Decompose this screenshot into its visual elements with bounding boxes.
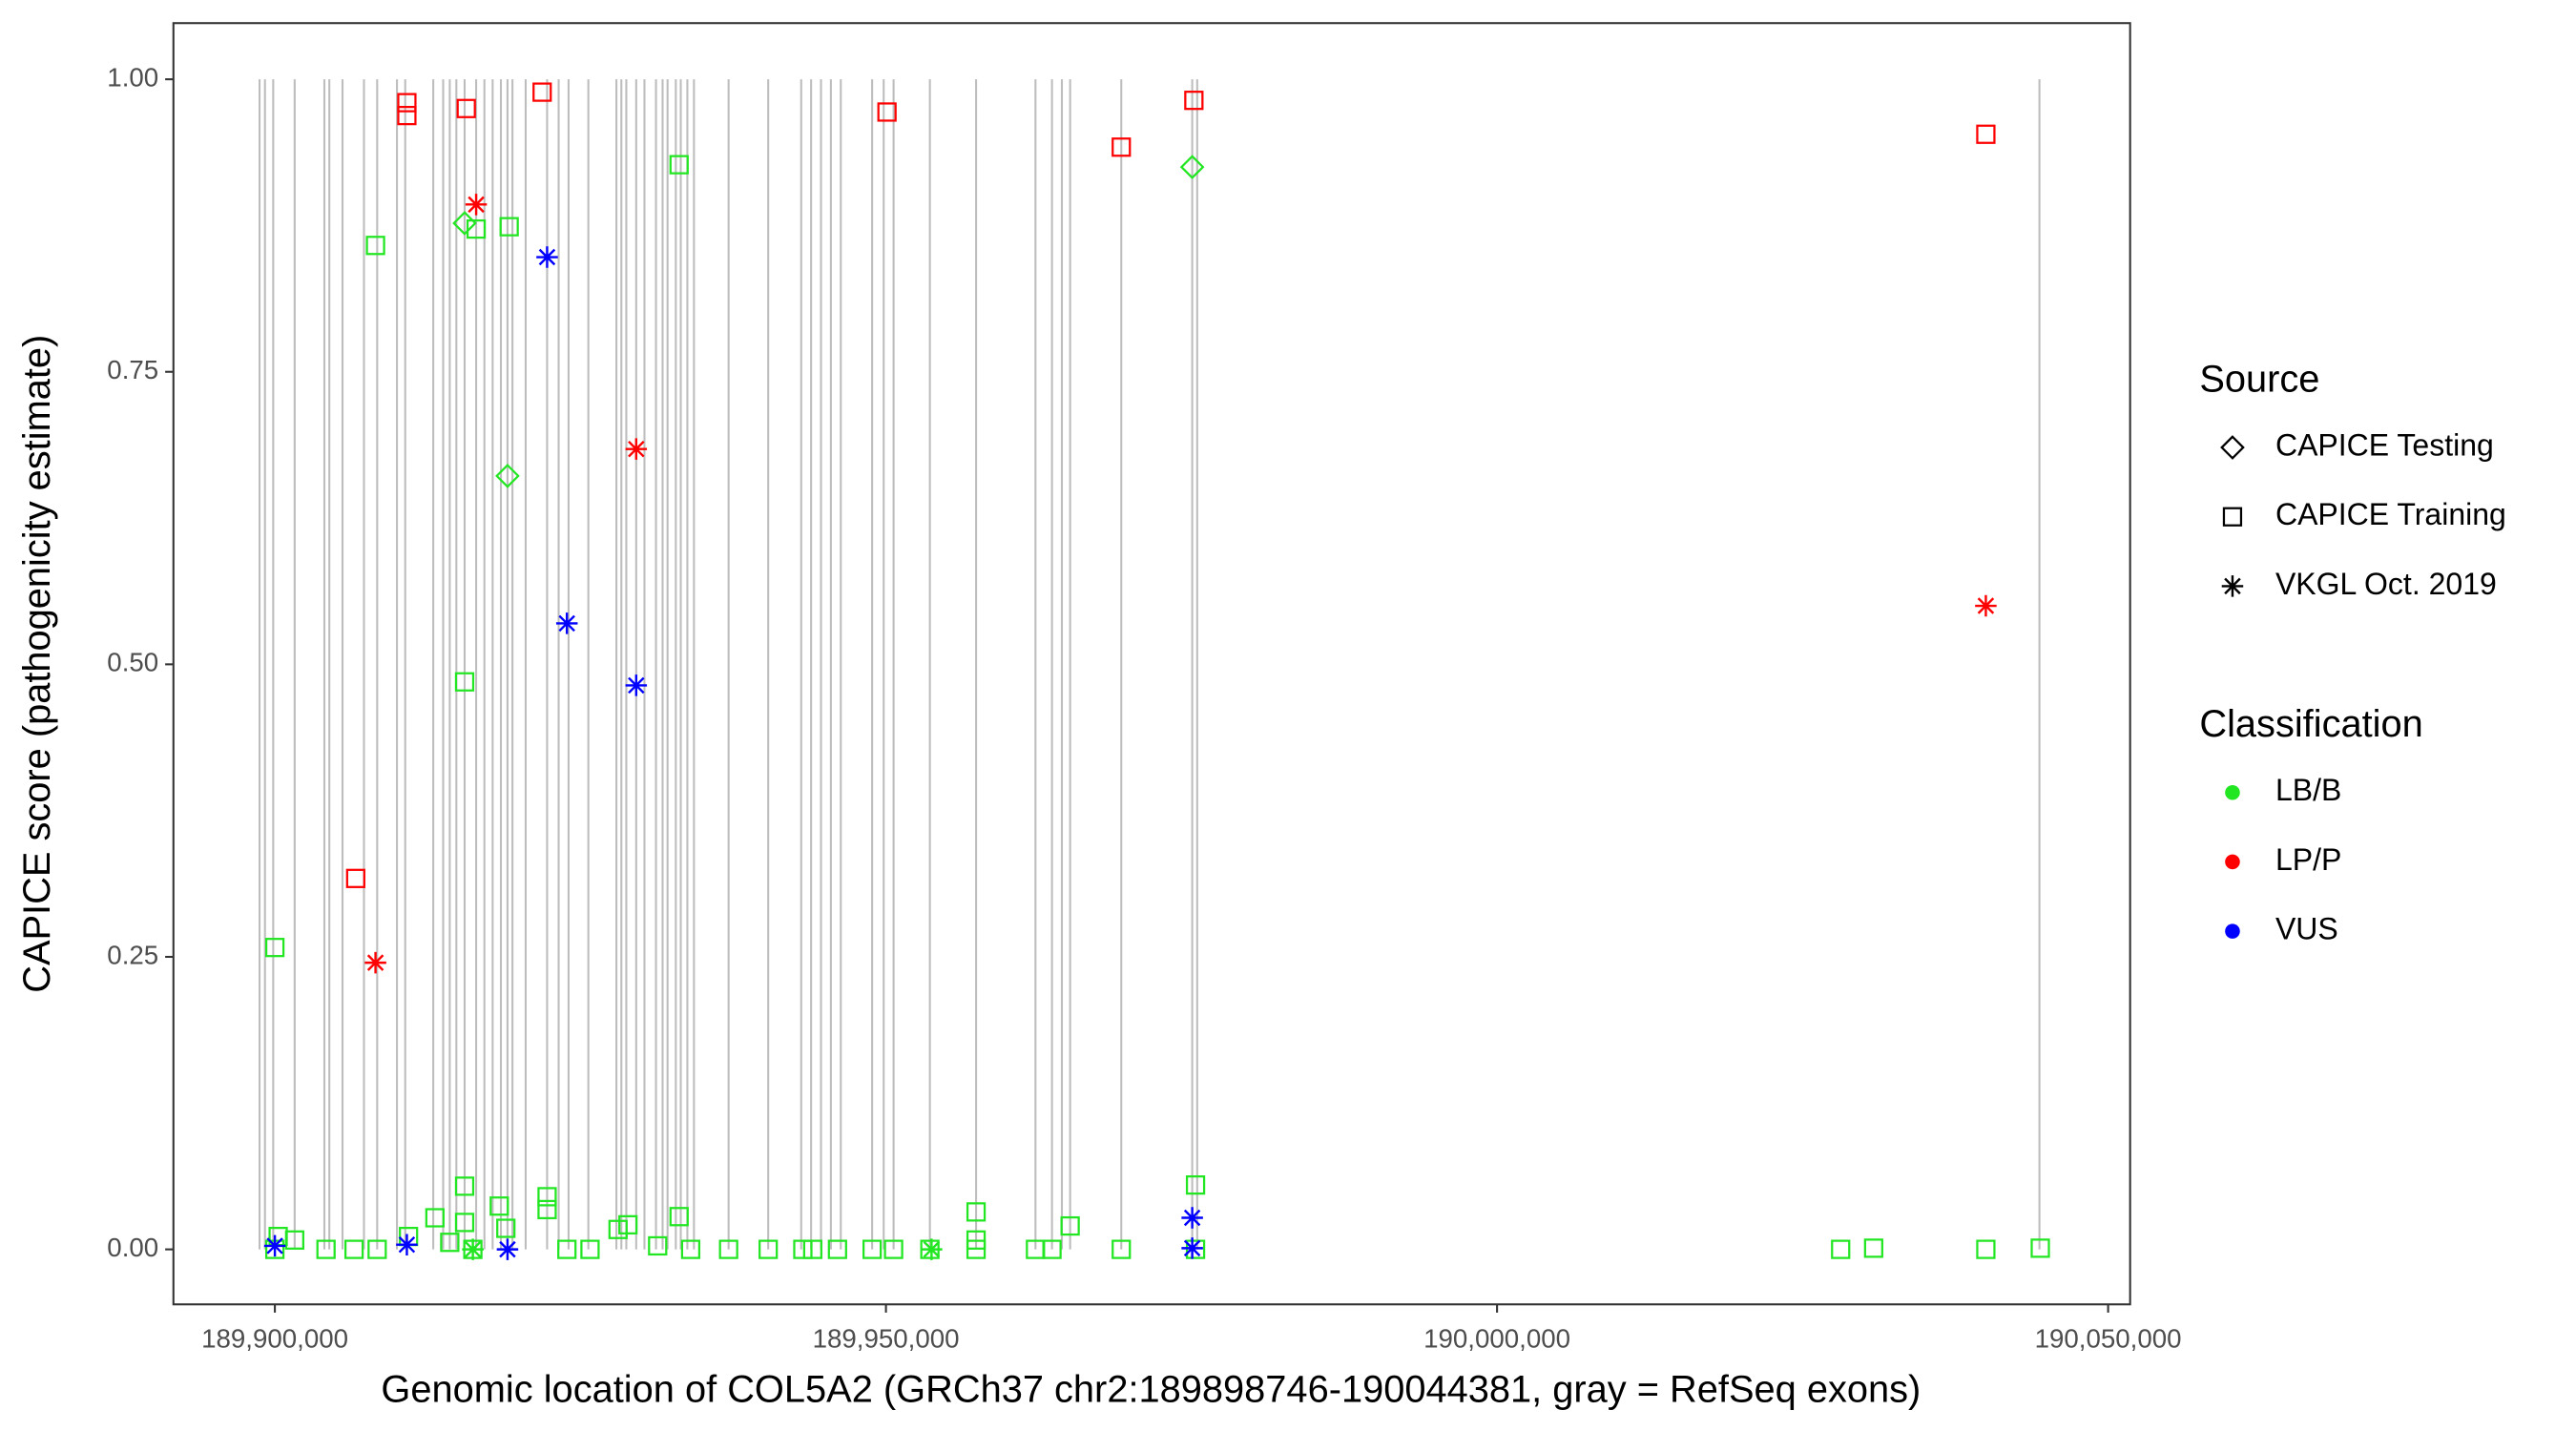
point <box>625 438 648 460</box>
point <box>536 246 558 268</box>
point <box>462 1238 484 1260</box>
legend-label: CAPICE Testing <box>2275 427 2494 462</box>
point <box>345 868 365 888</box>
point <box>284 1230 304 1250</box>
legend-key <box>2225 854 2240 870</box>
point <box>1185 1175 1206 1195</box>
x-tick-label: 189,950,000 <box>813 1324 960 1354</box>
point <box>718 1239 738 1259</box>
legend-label: VUS <box>2275 912 2338 946</box>
point <box>264 938 285 958</box>
point <box>454 1213 475 1233</box>
point <box>537 1187 557 1207</box>
legend-label: CAPICE Training <box>2275 497 2506 531</box>
point <box>883 1239 904 1259</box>
point <box>495 464 520 488</box>
point <box>263 1234 286 1257</box>
point <box>532 82 552 102</box>
point <box>877 102 897 122</box>
point <box>827 1239 847 1259</box>
point <box>343 1239 364 1259</box>
point <box>618 1214 638 1234</box>
exon-lines <box>258 79 2041 1250</box>
point <box>1060 1215 1080 1236</box>
point <box>1976 1239 1996 1259</box>
point <box>966 1239 987 1259</box>
point <box>1111 137 1132 157</box>
point <box>1831 1239 1851 1259</box>
legend-key <box>2221 575 2244 597</box>
point <box>1181 1207 1203 1229</box>
y-tick-label: 1.00 <box>107 62 158 92</box>
point <box>608 1219 628 1239</box>
point <box>921 1238 943 1260</box>
point <box>440 1233 460 1253</box>
point <box>316 1239 336 1259</box>
y-tick-label: 0.50 <box>107 648 158 677</box>
point <box>1184 91 1204 111</box>
point <box>1863 1238 1883 1258</box>
point <box>862 1239 883 1259</box>
point <box>397 105 417 126</box>
legend-key <box>2222 507 2243 527</box>
point <box>367 1239 387 1259</box>
legend-label: LB/B <box>2275 773 2341 807</box>
legend-title: Classification <box>2199 703 2422 745</box>
point <box>466 218 487 239</box>
point <box>425 1208 445 1228</box>
point <box>456 98 476 118</box>
point <box>1111 1239 1132 1259</box>
point <box>537 1199 557 1220</box>
point <box>669 155 689 175</box>
legend-label: LP/P <box>2275 842 2341 877</box>
point <box>1976 124 1996 144</box>
x-tick-label: 190,050,000 <box>2035 1324 2182 1354</box>
point <box>489 1196 509 1216</box>
point <box>397 93 417 113</box>
point <box>557 1239 577 1259</box>
legend-label: VKGL Oct. 2019 <box>2275 567 2497 601</box>
point <box>496 1218 516 1238</box>
point <box>465 194 488 216</box>
point <box>1181 1237 1203 1259</box>
point <box>1179 155 1205 179</box>
point <box>802 1239 822 1259</box>
point <box>1185 1239 1206 1259</box>
legend-key <box>2220 435 2245 460</box>
point <box>758 1239 779 1259</box>
point <box>499 217 519 237</box>
point <box>555 612 578 634</box>
point <box>680 1239 701 1259</box>
point <box>966 1202 987 1222</box>
y-tick-label: 0.00 <box>107 1233 158 1262</box>
point <box>454 672 475 692</box>
x-axis-title: Genomic location of COL5A2 (GRCh37 chr2:… <box>381 1368 1921 1410</box>
point <box>365 236 385 256</box>
point <box>1042 1239 1062 1259</box>
point <box>580 1239 600 1259</box>
point <box>669 1207 689 1227</box>
point <box>2030 1238 2050 1258</box>
x-tick-label: 190,000,000 <box>1423 1324 1570 1354</box>
point <box>454 1176 475 1196</box>
point <box>364 951 386 974</box>
point <box>396 1234 418 1255</box>
y-tick-label: 0.75 <box>107 355 158 384</box>
point <box>1975 594 1997 617</box>
point <box>793 1239 813 1259</box>
legend-title: Source <box>2199 358 2319 400</box>
point <box>648 1235 668 1256</box>
x-tick-label: 189,900,000 <box>201 1324 348 1354</box>
legend-key <box>2225 784 2240 800</box>
y-tick-label: 0.25 <box>107 940 158 969</box>
legend-key <box>2225 923 2240 939</box>
points <box>263 82 2050 1260</box>
point <box>496 1238 519 1260</box>
point <box>625 674 648 696</box>
y-axis-title: CAPICE score (pathogenicity estimate) <box>16 335 58 993</box>
